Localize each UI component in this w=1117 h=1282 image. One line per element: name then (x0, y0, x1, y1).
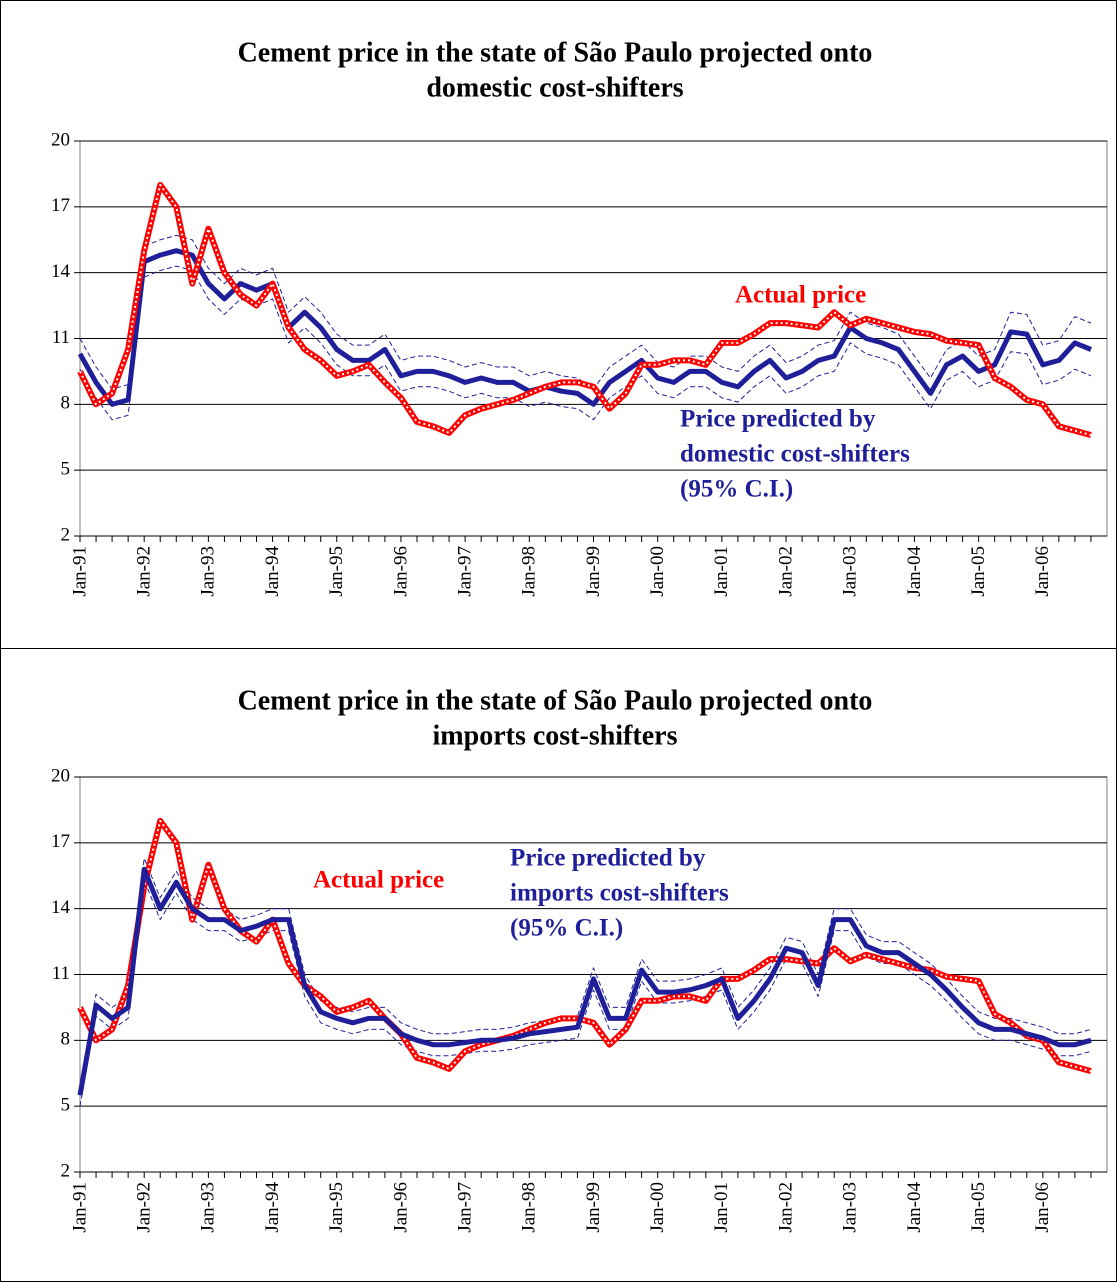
x-tick-group: Jan-98 (519, 546, 540, 597)
x-tick-group: Jan-97 (454, 1182, 475, 1233)
chart-title: Cement price in the state of São Paulo p… (238, 685, 873, 716)
x-tick-label: Jan-05 (968, 546, 989, 597)
y-tick-label: 11 (52, 327, 70, 348)
y-tick-label: 8 (61, 393, 71, 414)
x-tick-group: Jan-06 (1032, 546, 1053, 597)
x-tick-group: Jan-00 (647, 546, 668, 597)
x-tick-label: Jan-06 (1032, 546, 1053, 597)
annotation: Price predicted by (510, 845, 706, 872)
annotation: (95% C.I.) (680, 476, 793, 503)
y-tick-label: 8 (61, 1029, 71, 1050)
x-tick-label: Jan-01 (711, 1182, 732, 1233)
x-tick-group: Jan-06 (1032, 1182, 1053, 1233)
series-line (77, 248, 1092, 407)
x-tick-group: Jan-97 (454, 546, 475, 597)
y-tick-label: 2 (61, 524, 71, 545)
x-tick-group: Jan-99 (583, 1182, 604, 1233)
x-tick-group: Jan-98 (519, 1182, 540, 1233)
annotation: domestic cost-shifters (680, 441, 910, 468)
x-tick-group: Jan-93 (198, 1182, 219, 1233)
x-tick-group: Jan-99 (583, 546, 604, 597)
y-tick-label: 5 (61, 459, 71, 480)
x-tick-label: Jan-04 (904, 546, 925, 597)
x-tick-group: Jan-91 (69, 546, 90, 597)
x-tick-label: Jan-91 (69, 1182, 90, 1233)
x-tick-label: Jan-93 (198, 1182, 219, 1233)
x-tick-label: Jan-03 (840, 546, 861, 597)
x-tick-label: Jan-06 (1032, 1182, 1053, 1233)
x-tick-label: Jan-05 (968, 1182, 989, 1233)
x-tick-label: Jan-91 (69, 546, 90, 597)
y-tick-label: 20 (51, 765, 70, 786)
series-line (79, 234, 1092, 390)
y-tick-label: 17 (51, 195, 70, 216)
x-tick-label: Jan-97 (454, 546, 475, 597)
x-tick-group: Jan-03 (840, 1182, 861, 1233)
x-tick-label: Jan-96 (390, 546, 411, 597)
x-tick-label: Jan-98 (519, 546, 540, 597)
y-tick-label: 17 (51, 831, 70, 852)
x-tick-group: Jan-02 (775, 546, 796, 597)
x-tick-group: Jan-03 (840, 546, 861, 597)
x-tick-label: Jan-03 (840, 1182, 861, 1233)
x-tick-group: Jan-91 (69, 1182, 90, 1233)
x-tick-group: Jan-94 (262, 1182, 283, 1233)
x-tick-group: Jan-92 (134, 1182, 155, 1233)
x-tick-group: Jan-92 (134, 546, 155, 597)
chart-title: imports cost-shifters (433, 720, 678, 751)
x-tick-label: Jan-93 (198, 546, 219, 597)
x-tick-label: Jan-92 (134, 546, 155, 597)
x-tick-label: Jan-99 (583, 546, 604, 597)
series-line (77, 866, 1092, 1096)
annotation: imports cost-shifters (510, 880, 729, 907)
x-tick-label: Jan-02 (775, 1182, 796, 1233)
x-tick-label: Jan-00 (647, 546, 668, 597)
x-tick-label: Jan-98 (519, 1182, 540, 1233)
x-tick-group: Jan-02 (775, 1182, 796, 1233)
y-tick-label: 2 (61, 1160, 71, 1181)
x-tick-group: Jan-96 (390, 546, 411, 597)
x-tick-group: Jan-05 (968, 1182, 989, 1233)
x-tick-label: Jan-92 (134, 1182, 155, 1233)
annotation: Price predicted by (680, 406, 876, 433)
chart-title: Cement price in the state of São Paulo p… (238, 37, 873, 68)
x-tick-label: Jan-96 (390, 1182, 411, 1233)
y-tick-label: 14 (51, 261, 71, 282)
x-tick-label: Jan-04 (904, 1182, 925, 1233)
x-tick-group: Jan-00 (647, 1182, 668, 1233)
y-tick-label: 14 (51, 897, 71, 918)
series-line (79, 879, 1092, 1107)
x-tick-label: Jan-94 (262, 546, 283, 597)
x-tick-label: Jan-00 (647, 1182, 668, 1233)
annotation: Actual price (735, 282, 866, 309)
x-tick-label: Jan-97 (454, 1182, 475, 1233)
x-tick-group: Jan-01 (711, 1182, 732, 1233)
x-tick-group: Jan-93 (198, 546, 219, 597)
x-tick-label: Jan-94 (262, 1182, 283, 1233)
x-tick-label: Jan-95 (326, 1182, 347, 1233)
x-tick-group: Jan-05 (968, 546, 989, 597)
x-tick-group: Jan-04 (904, 546, 925, 597)
x-tick-label: Jan-95 (326, 546, 347, 597)
y-tick-label: 5 (61, 1095, 71, 1116)
series-line (79, 857, 1092, 1085)
x-tick-label: Jan-01 (711, 546, 732, 597)
chart-title: domestic cost-shifters (426, 72, 683, 103)
x-tick-group: Jan-01 (711, 546, 732, 597)
y-tick-label: 11 (52, 963, 70, 984)
x-tick-group: Jan-04 (904, 1182, 925, 1233)
annotation: Actual price (313, 867, 444, 894)
x-tick-group: Jan-95 (326, 546, 347, 597)
y-tick-label: 20 (51, 129, 70, 150)
annotation: (95% C.I.) (510, 915, 623, 942)
series-line (79, 183, 1092, 437)
x-tick-group: Jan-96 (390, 1182, 411, 1233)
x-tick-label: Jan-99 (583, 1182, 604, 1233)
x-tick-label: Jan-02 (775, 546, 796, 597)
x-tick-group: Jan-94 (262, 546, 283, 597)
x-tick-group: Jan-95 (326, 1182, 347, 1233)
